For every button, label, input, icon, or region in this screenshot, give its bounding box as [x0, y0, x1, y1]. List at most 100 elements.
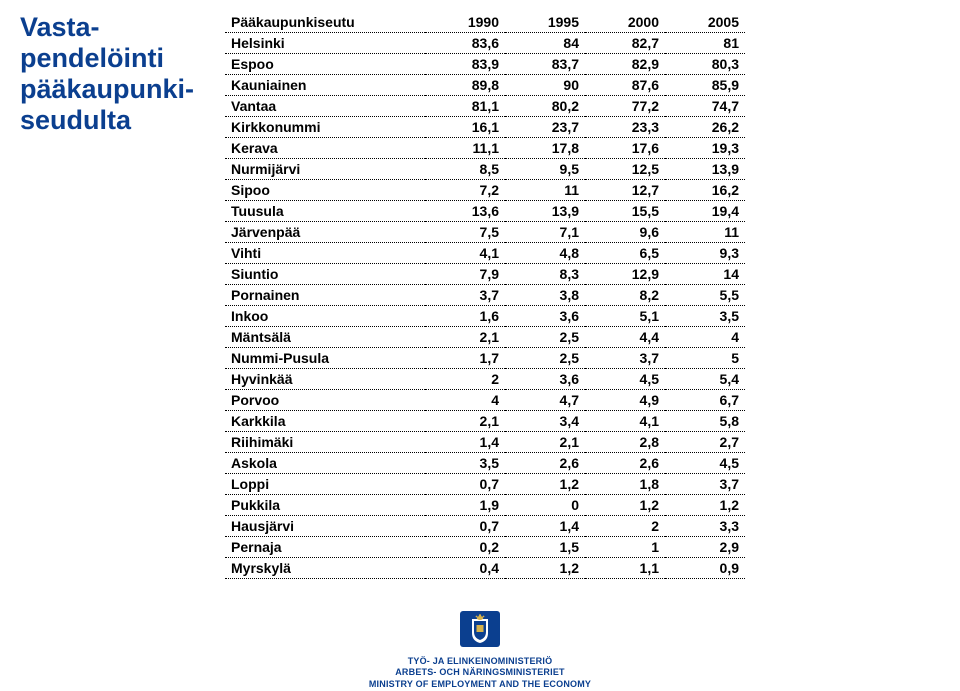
row-label: Helsinki	[225, 33, 425, 54]
cell-value: 2,5	[505, 348, 585, 369]
cell-value: 2	[585, 516, 665, 537]
cell-value: 3,5	[425, 453, 505, 474]
cell-value: 13,9	[505, 201, 585, 222]
cell-value: 11	[505, 180, 585, 201]
row-label: Siuntio	[225, 264, 425, 285]
cell-value: 0,9	[665, 558, 745, 579]
table-row: Askola3,52,62,64,5	[225, 453, 745, 474]
cell-value: 3,6	[505, 306, 585, 327]
cell-value: 6,7	[665, 390, 745, 411]
cell-value: 77,2	[585, 96, 665, 117]
row-label: Riihimäki	[225, 432, 425, 453]
cell-value: 3,8	[505, 285, 585, 306]
cell-value: 16,1	[425, 117, 505, 138]
cell-value: 4	[425, 390, 505, 411]
table-row: Tuusula13,613,915,519,4	[225, 201, 745, 222]
cell-value: 12,5	[585, 159, 665, 180]
cell-value: 8,2	[585, 285, 665, 306]
cell-value: 3,4	[505, 411, 585, 432]
cell-value: 4,8	[505, 243, 585, 264]
cell-value: 3,6	[505, 369, 585, 390]
cell-value: 1	[585, 537, 665, 558]
table-row: Karkkila2,13,44,15,8	[225, 411, 745, 432]
cell-value: 23,7	[505, 117, 585, 138]
table-row: Myrskylä0,41,21,10,9	[225, 558, 745, 579]
title-line: pääkaupunki-	[20, 74, 194, 104]
cell-value: 4,1	[425, 243, 505, 264]
cell-value: 2,1	[425, 411, 505, 432]
col-header: 1990	[425, 12, 505, 33]
cell-value: 16,2	[665, 180, 745, 201]
cell-value: 5,5	[665, 285, 745, 306]
row-label: Järvenpää	[225, 222, 425, 243]
table-row: Kauniainen89,89087,685,9	[225, 75, 745, 96]
cell-value: 7,1	[505, 222, 585, 243]
row-label: Karkkila	[225, 411, 425, 432]
row-label: Hyvinkää	[225, 369, 425, 390]
row-label: Hausjärvi	[225, 516, 425, 537]
cell-value: 3,7	[665, 474, 745, 495]
table-row: Loppi0,71,21,83,7	[225, 474, 745, 495]
table-row: Inkoo1,63,65,13,5	[225, 306, 745, 327]
cell-value: 2,1	[425, 327, 505, 348]
footer: TYÖ- JA ELINKEINOMINISTERIÖ ARBETS- OCH …	[0, 611, 960, 691]
cell-value: 2,9	[665, 537, 745, 558]
table-row: Kerava11,117,817,619,3	[225, 138, 745, 159]
row-label: Vihti	[225, 243, 425, 264]
cell-value: 1,9	[425, 495, 505, 516]
cell-value: 83,7	[505, 54, 585, 75]
cell-value: 81	[665, 33, 745, 54]
data-table-wrap: Pääkaupunkiseutu 1990 1995 2000 2005 Hel…	[225, 12, 745, 579]
cell-value: 11,1	[425, 138, 505, 159]
table-row: Pornainen3,73,88,25,5	[225, 285, 745, 306]
table-row: Porvoo44,74,96,7	[225, 390, 745, 411]
cell-value: 0	[505, 495, 585, 516]
cell-value: 26,2	[665, 117, 745, 138]
cell-value: 83,9	[425, 54, 505, 75]
cell-value: 19,3	[665, 138, 745, 159]
cell-value: 7,2	[425, 180, 505, 201]
cell-value: 83,6	[425, 33, 505, 54]
cell-value: 11	[665, 222, 745, 243]
cell-value: 12,9	[585, 264, 665, 285]
ministry-logo-icon	[460, 611, 500, 647]
cell-value: 14	[665, 264, 745, 285]
cell-value: 6,5	[585, 243, 665, 264]
cell-value: 80,2	[505, 96, 585, 117]
row-label: Askola	[225, 453, 425, 474]
cell-value: 1,7	[425, 348, 505, 369]
cell-value: 1,5	[505, 537, 585, 558]
cell-value: 0,7	[425, 474, 505, 495]
slide-title: Vasta- pendelöinti pääkaupunki- seudulta	[20, 12, 210, 136]
row-label: Pernaja	[225, 537, 425, 558]
table-row: Vihti4,14,86,59,3	[225, 243, 745, 264]
cell-value: 82,7	[585, 33, 665, 54]
row-label: Myrskylä	[225, 558, 425, 579]
cell-value: 2,1	[505, 432, 585, 453]
cell-value: 5,8	[665, 411, 745, 432]
cell-value: 1,8	[585, 474, 665, 495]
col-header: Pääkaupunkiseutu	[225, 12, 425, 33]
row-label: Kauniainen	[225, 75, 425, 96]
col-header: 2000	[585, 12, 665, 33]
cell-value: 8,3	[505, 264, 585, 285]
row-label: Loppi	[225, 474, 425, 495]
cell-value: 3,7	[585, 348, 665, 369]
row-label: Kerava	[225, 138, 425, 159]
footer-line: MINISTRY OF EMPLOYMENT AND THE ECONOMY	[0, 679, 960, 690]
cell-value: 3,3	[665, 516, 745, 537]
cell-value: 17,8	[505, 138, 585, 159]
cell-value: 8,5	[425, 159, 505, 180]
cell-value: 90	[505, 75, 585, 96]
table-row: Nummi-Pusula1,72,53,75	[225, 348, 745, 369]
cell-value: 4,5	[585, 369, 665, 390]
row-label: Inkoo	[225, 306, 425, 327]
table-row: Pernaja0,21,512,9	[225, 537, 745, 558]
cell-value: 1,4	[505, 516, 585, 537]
footer-text: TYÖ- JA ELINKEINOMINISTERIÖ ARBETS- OCH …	[0, 656, 960, 690]
cell-value: 1,1	[585, 558, 665, 579]
cell-value: 74,7	[665, 96, 745, 117]
row-label: Sipoo	[225, 180, 425, 201]
cell-value: 7,9	[425, 264, 505, 285]
cell-value: 5	[665, 348, 745, 369]
